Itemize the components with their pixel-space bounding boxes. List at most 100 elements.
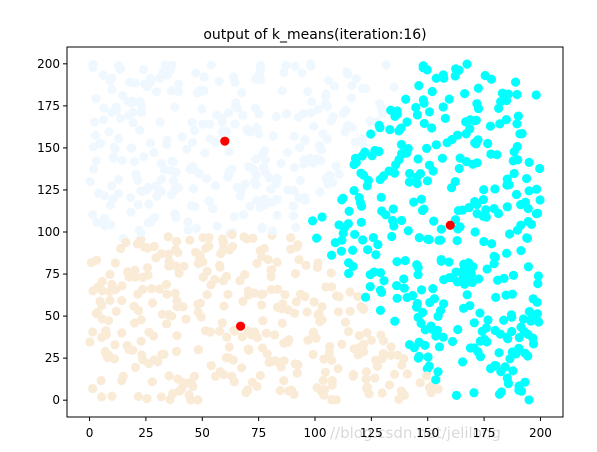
scatter-point — [158, 67, 168, 77]
scatter-point — [387, 215, 398, 226]
scatter-point — [337, 195, 347, 205]
scatter-point — [147, 298, 158, 308]
scatter-point — [107, 181, 117, 191]
scatter-point — [533, 271, 543, 281]
scatter-point — [97, 314, 107, 324]
scatter-point — [444, 257, 454, 267]
scatter-point — [114, 61, 124, 71]
scatter-point — [489, 203, 499, 214]
scatter-point — [117, 328, 127, 338]
scatter-point — [372, 361, 382, 371]
scatter-point — [241, 387, 251, 398]
scatter-point — [149, 355, 160, 365]
scatter-point — [428, 166, 438, 176]
scatter-point — [133, 391, 143, 402]
scatter-point — [286, 385, 297, 395]
scatter-point — [375, 268, 386, 278]
scatter-point — [243, 286, 253, 296]
scatter-point — [256, 289, 267, 300]
scatter-point — [334, 220, 344, 230]
scatter-point — [191, 68, 201, 78]
scatter-point — [91, 130, 101, 140]
scatter-point — [173, 86, 183, 97]
scatter-point — [91, 156, 101, 166]
scatter-point — [289, 131, 299, 141]
scatter-point — [490, 325, 500, 336]
scatter-point — [263, 254, 273, 265]
scatter-point — [266, 184, 276, 194]
scatter-point — [491, 292, 501, 302]
scatter-point — [533, 279, 543, 289]
scatter-point — [317, 212, 327, 222]
scatter-point — [392, 280, 402, 291]
scatter-point — [326, 250, 337, 260]
scatter-point — [418, 95, 428, 105]
scatter-point — [290, 268, 301, 279]
scatter-point — [286, 233, 296, 243]
scatter-point — [264, 357, 274, 367]
scatter-point — [229, 325, 239, 335]
scatter-point — [235, 276, 245, 286]
scatter-point — [255, 202, 265, 212]
scatter-point — [428, 284, 438, 294]
scatter-point — [522, 233, 533, 243]
scatter-point — [91, 308, 101, 319]
scatter-point — [375, 123, 385, 133]
scatter-point — [309, 121, 319, 132]
scatter-point — [370, 373, 380, 383]
scatter-point — [238, 110, 248, 120]
scatter-point — [130, 265, 140, 275]
scatter-point — [320, 99, 331, 110]
scatter-point — [133, 200, 143, 210]
scatter-point — [524, 306, 534, 317]
scatter-point — [322, 134, 332, 144]
scatter-point — [509, 168, 519, 179]
scatter-point — [258, 316, 268, 326]
scatter-point — [171, 261, 181, 271]
scatter-point — [396, 139, 407, 150]
scatter-point — [88, 59, 98, 70]
scatter-point — [462, 59, 472, 69]
scatter-point — [93, 282, 103, 292]
scatter-point — [326, 268, 336, 278]
scatter-point — [185, 235, 195, 245]
scatter-point — [340, 106, 350, 116]
scatter-point — [157, 349, 167, 360]
scatter-point — [414, 80, 424, 91]
scatter-point — [217, 234, 228, 244]
scatter-point — [177, 132, 187, 142]
scatter-point — [471, 139, 481, 149]
scatter-point — [366, 335, 376, 345]
scatter-point — [214, 260, 225, 270]
scatter-point — [219, 301, 229, 311]
scatter-point — [388, 204, 398, 214]
scatter-point — [114, 174, 124, 185]
scatter-point — [503, 334, 513, 344]
y-tick-label: 175 — [37, 99, 60, 113]
scatter-point — [292, 368, 302, 378]
scatter-point — [268, 131, 278, 141]
scatter-point — [171, 346, 182, 356]
scatter-point — [188, 381, 198, 392]
scatter-point — [96, 375, 106, 386]
scatter-point — [468, 159, 478, 169]
scatter-point — [439, 299, 449, 309]
scatter-point — [176, 384, 187, 394]
scatter-point — [155, 117, 165, 127]
scatter-point — [473, 347, 483, 357]
scatter-point — [420, 325, 430, 335]
scatter-point — [516, 386, 527, 396]
scatter-point — [259, 146, 270, 156]
scatter-point — [197, 104, 207, 114]
scatter-point — [87, 210, 98, 220]
scatter-point — [334, 169, 344, 179]
scatter-point — [409, 197, 419, 207]
scatter-point — [411, 102, 421, 113]
scatter-point — [164, 261, 174, 271]
scatter-point — [358, 83, 368, 94]
scatter-point — [336, 246, 346, 256]
scatter-point — [128, 345, 138, 355]
scatter-point — [500, 362, 510, 372]
scatter-point — [299, 192, 309, 202]
scatter-point — [266, 265, 276, 275]
